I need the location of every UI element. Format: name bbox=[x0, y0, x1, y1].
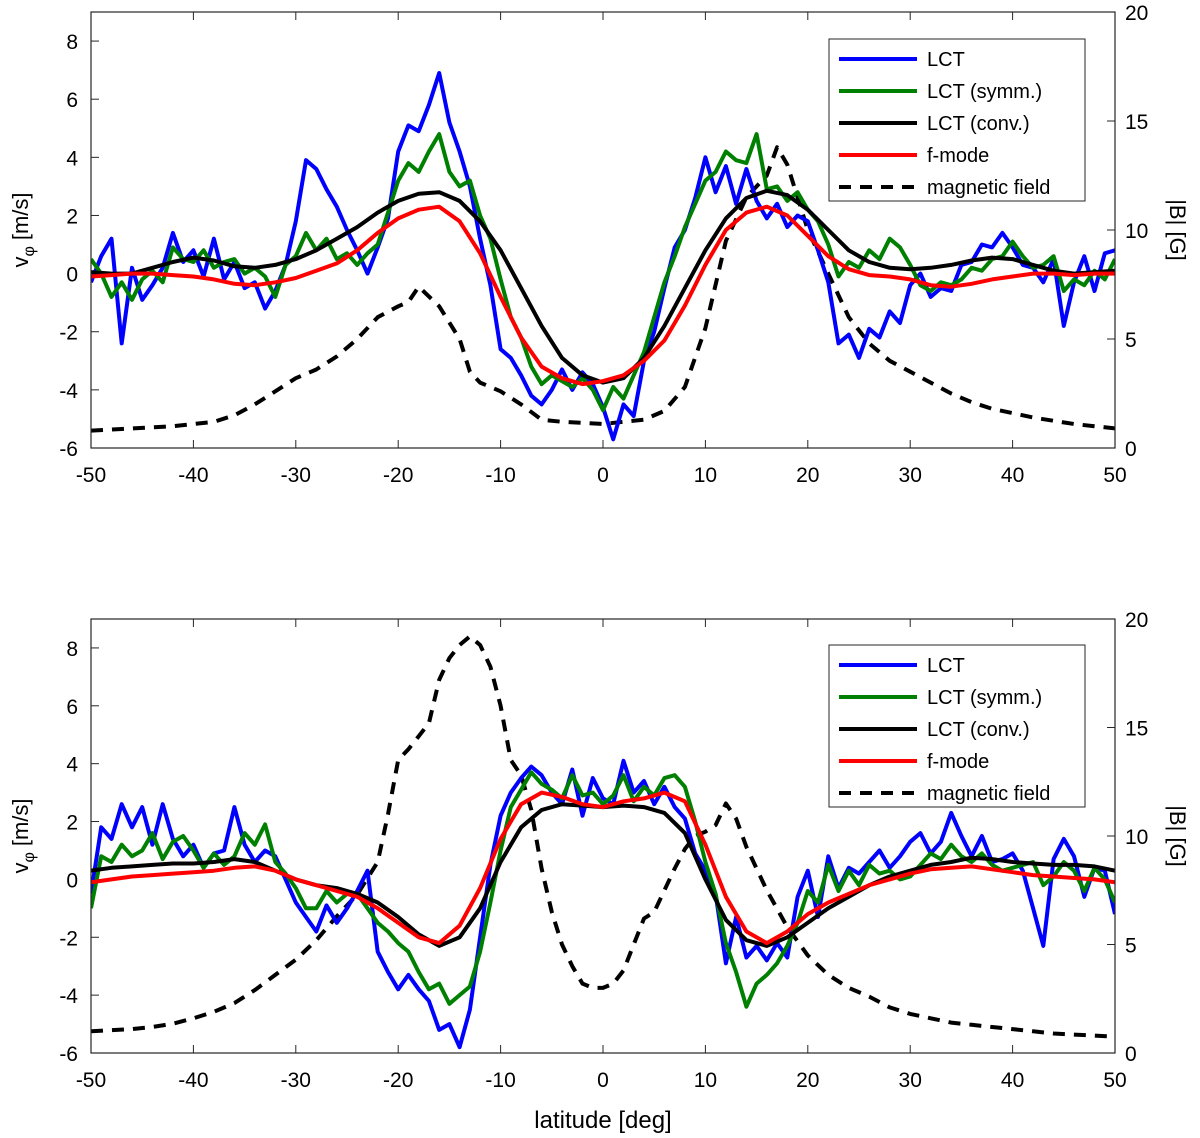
y-tick-label-left: -4 bbox=[59, 380, 78, 403]
y-tick-label-left: 0 bbox=[66, 869, 78, 892]
y-tick-label-right: 20 bbox=[1125, 609, 1148, 632]
legend-label: LCT (conv.) bbox=[927, 719, 1030, 741]
legend: LCT LCT (symm.) LCT (conv.) f-mode magnetic … bbox=[828, 38, 1086, 202]
y-label-v: v bbox=[8, 863, 33, 874]
y-tick-label-right: 15 bbox=[1125, 718, 1148, 741]
series-line-f-mode bbox=[91, 790, 1115, 946]
x-tick-label: 20 bbox=[796, 464, 819, 487]
y-tick-label-left: -6 bbox=[59, 1043, 78, 1066]
series-line-magnetic-field bbox=[91, 145, 1115, 433]
x-tick-labels: -50 -40 -30 -20 -10 0 10 20 30 40 50 bbox=[76, 12, 1127, 487]
x-tick-label: 20 bbox=[796, 1069, 819, 1092]
legend-box bbox=[828, 644, 1086, 808]
legend-label: magnetic field bbox=[927, 177, 1050, 199]
legend-label: LCT bbox=[927, 655, 965, 677]
x-tick-label: 30 bbox=[899, 1069, 922, 1092]
x-tick-label: -20 bbox=[383, 1069, 413, 1092]
y-tick-label-left: -6 bbox=[59, 438, 78, 461]
y-tick-label-left: -2 bbox=[59, 322, 78, 345]
y-tick-label-right: 0 bbox=[1125, 438, 1137, 461]
x-tick-label: -10 bbox=[485, 464, 515, 487]
x-tick-label: -20 bbox=[383, 464, 413, 487]
y-tick-label-right: 5 bbox=[1125, 329, 1137, 352]
right-y-tick-labels: 0 5 10 15 20 bbox=[1107, 609, 1148, 1066]
y-tick-label-right: 0 bbox=[1125, 1043, 1137, 1066]
legend-label: LCT (symm.) bbox=[927, 81, 1042, 103]
x-tick-label: -50 bbox=[76, 1069, 106, 1092]
y-label-v: v bbox=[8, 257, 33, 268]
y-axis-label-right: |B| [G] bbox=[1165, 199, 1190, 261]
x-tick-label: 10 bbox=[694, 464, 717, 487]
x-tick-label: -50 bbox=[76, 464, 106, 487]
y-axis-label-right: |B| [G] bbox=[1165, 805, 1190, 867]
y-tick-label-right: 10 bbox=[1125, 826, 1148, 849]
y-axis-label-left: vφ [m/s] bbox=[8, 192, 38, 267]
series-line-lct-symm bbox=[91, 770, 1115, 1009]
legend-label: LCT (conv.) bbox=[927, 113, 1030, 135]
series-line-lct bbox=[91, 758, 1115, 1050]
y-tick-label-right: 5 bbox=[1125, 935, 1137, 958]
left-y-tick-labels: -6 -4 -2 0 2 4 6 8 bbox=[59, 31, 99, 461]
x-tick-label: 40 bbox=[1001, 464, 1024, 487]
y-axis-label-left: vφ [m/s] bbox=[8, 798, 38, 873]
legend-label: LCT (symm.) bbox=[927, 687, 1042, 709]
legend-label: magnetic field bbox=[927, 783, 1050, 805]
series-lines bbox=[91, 71, 1115, 442]
y-tick-label-left: 0 bbox=[66, 264, 78, 287]
x-tick-label: 40 bbox=[1001, 1069, 1024, 1092]
legend-label: LCT bbox=[927, 49, 965, 71]
series-lines bbox=[91, 634, 1115, 1050]
x-tick-label: -30 bbox=[281, 1069, 311, 1092]
legend-label: f-mode bbox=[927, 751, 989, 773]
series-line-f-mode bbox=[91, 204, 1115, 387]
series-line-lct-symm bbox=[91, 132, 1115, 413]
legend-label: f-mode bbox=[927, 145, 989, 167]
x-tick-label: 50 bbox=[1103, 1069, 1126, 1092]
x-tick-labels: -50 -40 -30 -20 -10 0 10 20 30 40 50 bbox=[76, 619, 1127, 1092]
plot-frame bbox=[90, 11, 1116, 449]
y-tick-label-left: 8 bbox=[66, 31, 78, 54]
x-tick-label: -40 bbox=[178, 464, 208, 487]
y-tick-label-left: 2 bbox=[66, 205, 78, 228]
right-y-tick-labels: 0 5 10 15 20 bbox=[1107, 2, 1148, 461]
y-label-unit: [m/s] bbox=[8, 192, 33, 240]
y-tick-label-left: 6 bbox=[66, 696, 78, 719]
y-label-phi: φ bbox=[21, 246, 38, 256]
y-tick-label-left: -2 bbox=[59, 927, 78, 950]
y-label-phi: φ bbox=[21, 852, 38, 862]
y-tick-label-right: 20 bbox=[1125, 2, 1148, 25]
x-tick-label: 0 bbox=[597, 1069, 609, 1092]
x-tick-label: 10 bbox=[694, 1069, 717, 1092]
y-tick-label-left: 4 bbox=[66, 754, 78, 777]
x-tick-label: 0 bbox=[597, 464, 609, 487]
x-tick-label: -40 bbox=[178, 1069, 208, 1092]
series-line-magnetic-field bbox=[91, 634, 1115, 1039]
y-tick-label-right: 10 bbox=[1125, 220, 1148, 243]
x-axis-label: latitude [deg] bbox=[534, 1107, 671, 1134]
y-tick-label-left: 2 bbox=[66, 812, 78, 835]
legend-box bbox=[828, 38, 1086, 202]
x-tick-label: -10 bbox=[485, 1069, 515, 1092]
y-label-unit: [m/s] bbox=[8, 798, 33, 846]
x-tick-label: -30 bbox=[281, 464, 311, 487]
legend: LCT LCT (symm.) LCT (conv.) f-mode magnetic … bbox=[828, 644, 1086, 808]
y-tick-label-left: 8 bbox=[66, 638, 78, 661]
x-tick-label: 30 bbox=[899, 464, 922, 487]
y-tick-label-left: -4 bbox=[59, 985, 78, 1008]
y-tick-label-left: 6 bbox=[66, 89, 78, 112]
x-tick-label: 50 bbox=[1103, 464, 1126, 487]
y-tick-label-left: 4 bbox=[66, 147, 78, 170]
y-tick-label-right: 15 bbox=[1125, 111, 1148, 134]
plot-frame bbox=[90, 618, 1116, 1054]
